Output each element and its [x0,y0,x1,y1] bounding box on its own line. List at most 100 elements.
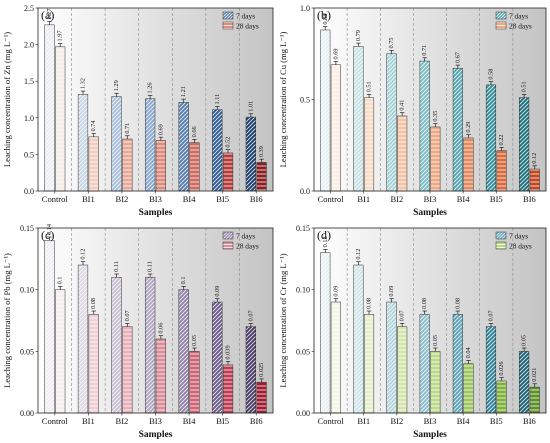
y-tick-label: 0.15 [20,224,34,233]
y-axis-label: Leaching concentration of Cr (mg L⁻¹) [278,253,288,387]
y-axis-label: Leaching concentration of Zn (mg L⁻¹) [2,32,12,167]
data-label: 1.29 [113,80,120,91]
x-axis-label: Samples [413,430,447,440]
data-label: 0.09 [388,286,395,297]
bar-7d-bi5 [212,301,223,414]
data-label: 0.51 [521,81,528,92]
y-tick-label: 0.10 [20,286,34,295]
legend-label: 28 days [509,242,532,251]
bar-28d-bi5 [222,152,234,192]
bar-28d-bi6 [529,386,540,414]
bar-28d-control [55,46,66,192]
y-axis-label: Leaching concentration of Cu (mg L⁻¹) [278,31,288,167]
bar-7d-bi6 [245,326,256,414]
x-tick-label: BI4 [457,194,471,204]
panel-label: (c) [41,228,54,242]
data-label: 0.1 [57,276,64,284]
bar-28d-bi1 [88,314,99,414]
bar-28d-bi1 [363,314,375,414]
data-label: 1.11 [214,94,221,105]
data-label: 0.04 [465,346,472,358]
data-label: 1.32 [79,78,86,89]
bar-7d-bi3 [419,314,430,414]
data-label: 0.75 [388,37,395,48]
legend-swatch [222,241,234,250]
x-tick-label: BI4 [457,416,471,426]
plot-background [38,228,273,413]
bar-28d-bi3 [155,338,166,414]
bar-28d-bi4 [463,137,474,192]
legend-label: 7 days [509,12,528,21]
y-tick-label: 1.0 [300,4,310,13]
bar-28d-control [330,301,341,414]
x-tick-label: BI2 [116,194,129,204]
bar-7d-bi3 [145,98,156,192]
legend-label: 7 days [509,232,528,241]
data-label: 0.12 [531,153,538,164]
legend-swatch [222,21,234,30]
bar-28d-bi3 [430,351,441,414]
bar-28d-bi2 [397,115,408,192]
data-label: 0.67 [454,52,461,63]
chart-panel-2: 0.88 0.69 Control 0.79 0.51 BI1 0.75 0.41 BI2 0.7… [278,4,547,218]
x-tick-label: BI1 [357,194,370,204]
data-label: 0.71 [124,123,131,134]
data-label: 0.39 [258,146,265,157]
panel-label: (d) [317,228,331,242]
bar-28d-bi5 [496,150,507,192]
data-label: 0.06 [157,323,164,334]
chart-panel-4: 0.13 0.09 Control 0.12 0.08 BI1 0.09 0.07 BI2 0.0… [278,224,547,440]
bar-7d-bi2 [111,277,122,414]
legend-swatch [222,11,234,20]
panel-label: (a) [41,8,54,22]
x-tick-label: BI1 [82,194,95,204]
x-tick-label: BI6 [250,416,263,426]
y-tick-label: 0.15 [296,224,310,233]
bar-7d-bi3 [145,277,156,414]
bar-28d-bi4 [189,142,200,192]
legend-swatch [495,231,507,240]
data-label: 0.12 [355,249,362,260]
bar-28d-bi3 [430,126,441,192]
bar-28d-control [55,289,66,414]
legend-swatch [495,11,507,20]
bar-7d-bi1 [77,264,89,414]
y-tick-label: 2.0 [24,41,34,50]
data-label: 0.12 [79,249,86,260]
bar-7d-bi2 [386,53,397,192]
data-label: 0.1 [180,276,187,284]
data-label: 0.07 [399,310,406,321]
data-label: 0.74 [90,120,97,132]
y-tick-label: 0.05 [296,347,310,356]
data-label: 0.71 [421,45,428,56]
bar-7d-bi3 [419,60,430,192]
x-tick-label: BI5 [216,416,229,426]
data-label: 0.35 [432,111,439,122]
y-tick-label: 0.05 [20,347,34,356]
x-tick-label: BI2 [390,416,403,426]
data-label: 1.97 [57,30,64,41]
x-tick-label: Control [42,416,69,426]
legend-label: 7 days [236,12,255,21]
data-label: 0.58 [487,69,494,80]
bar-7d-bi5 [485,84,497,192]
plot-frame [313,227,547,414]
data-label: 0.07 [124,310,131,321]
x-tick-label: BI6 [250,194,263,204]
data-label: 0.08 [454,298,461,309]
bar-28d-bi2 [122,326,133,414]
x-tick-label: BI3 [149,194,162,204]
data-label: 0.039 [225,345,232,359]
bar-28d-bi5 [496,380,507,414]
data-label: 0.14 [46,223,53,235]
y-tick-label: 2.5 [24,4,34,13]
plot-frame [37,7,274,192]
y-tick-label: 0.10 [296,286,310,295]
data-label: 0.13 [322,236,329,247]
x-tick-label: BI2 [390,194,403,204]
data-label: 0.05 [432,335,439,346]
data-label: 0.05 [191,335,198,346]
data-label: 0.41 [399,100,406,111]
bar-28d-bi4 [463,363,474,414]
data-label: 0.025 [258,363,265,377]
